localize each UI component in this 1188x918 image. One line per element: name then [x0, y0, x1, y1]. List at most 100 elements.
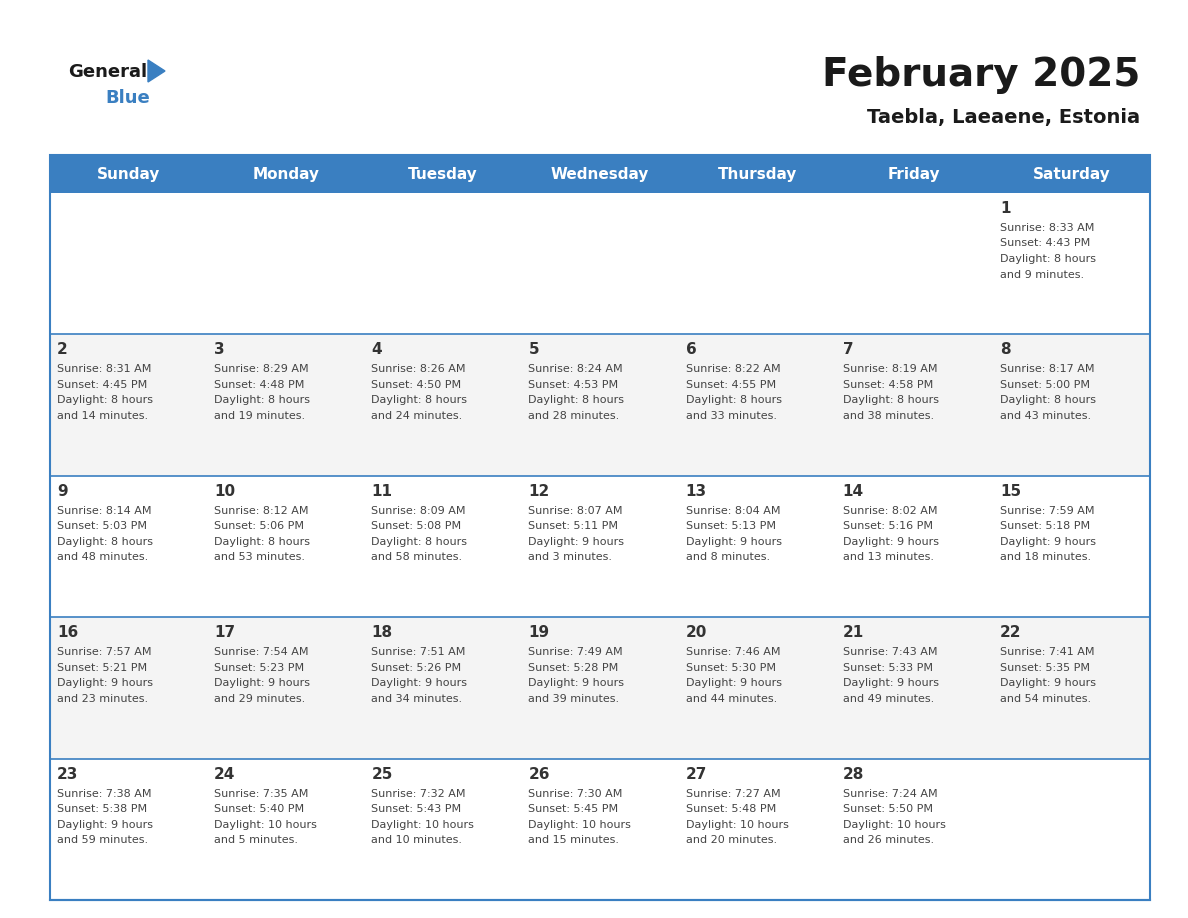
Text: Sunrise: 7:51 AM: Sunrise: 7:51 AM [372, 647, 466, 657]
Bar [50, 155, 207, 193]
Text: Sunrise: 8:22 AM: Sunrise: 8:22 AM [685, 364, 781, 375]
Text: and 13 minutes.: and 13 minutes. [842, 553, 934, 563]
Polygon shape [148, 60, 165, 82]
Text: Daylight: 9 hours: Daylight: 9 hours [1000, 678, 1095, 688]
Text: Blue: Blue [105, 89, 150, 107]
Text: Sunset: 5:16 PM: Sunset: 5:16 PM [842, 521, 933, 532]
Text: Sunrise: 7:49 AM: Sunrise: 7:49 AM [529, 647, 623, 657]
Text: Sunrise: 8:24 AM: Sunrise: 8:24 AM [529, 364, 623, 375]
Bar [207, 155, 365, 193]
Text: Sunset: 5:03 PM: Sunset: 5:03 PM [57, 521, 147, 532]
Text: Sunrise: 7:43 AM: Sunrise: 7:43 AM [842, 647, 937, 657]
Text: Sunrise: 8:33 AM: Sunrise: 8:33 AM [1000, 223, 1094, 233]
Text: Sunrise: 7:41 AM: Sunrise: 7:41 AM [1000, 647, 1094, 657]
Text: Daylight: 10 hours: Daylight: 10 hours [685, 820, 789, 830]
Text: Wednesday: Wednesday [551, 166, 649, 182]
Text: Sunrise: 8:31 AM: Sunrise: 8:31 AM [57, 364, 151, 375]
Text: 10: 10 [214, 484, 235, 498]
Text: 28: 28 [842, 767, 864, 781]
Text: Sunset: 5:30 PM: Sunset: 5:30 PM [685, 663, 776, 673]
Text: 1: 1 [1000, 201, 1010, 216]
Text: Taebla, Laeaene, Estonia: Taebla, Laeaene, Estonia [867, 108, 1140, 128]
Bar [50, 193, 1150, 334]
Bar [522, 155, 678, 193]
Text: 24: 24 [214, 767, 235, 781]
Text: Tuesday: Tuesday [407, 166, 478, 182]
Text: 16: 16 [57, 625, 78, 640]
Text: and 3 minutes.: and 3 minutes. [529, 553, 613, 563]
Text: Daylight: 10 hours: Daylight: 10 hours [842, 820, 946, 830]
Text: Sunset: 4:53 PM: Sunset: 4:53 PM [529, 380, 619, 390]
Text: Sunrise: 7:59 AM: Sunrise: 7:59 AM [1000, 506, 1094, 516]
Bar [50, 476, 1150, 617]
Text: Sunset: 5:23 PM: Sunset: 5:23 PM [214, 663, 304, 673]
Bar [50, 758, 1150, 900]
Text: Sunrise: 7:30 AM: Sunrise: 7:30 AM [529, 789, 623, 799]
Text: Sunset: 4:58 PM: Sunset: 4:58 PM [842, 380, 933, 390]
Text: and 26 minutes.: and 26 minutes. [842, 835, 934, 845]
Text: 7: 7 [842, 342, 853, 357]
Text: 25: 25 [372, 767, 393, 781]
Text: 19: 19 [529, 625, 550, 640]
Text: Sunrise: 7:38 AM: Sunrise: 7:38 AM [57, 789, 152, 799]
Text: Sunrise: 7:54 AM: Sunrise: 7:54 AM [214, 647, 309, 657]
Text: Daylight: 8 hours: Daylight: 8 hours [372, 537, 467, 547]
Bar [50, 617, 1150, 758]
Text: Daylight: 10 hours: Daylight: 10 hours [529, 820, 631, 830]
Text: and 29 minutes.: and 29 minutes. [214, 694, 305, 704]
Text: 17: 17 [214, 625, 235, 640]
Text: Sunset: 5:18 PM: Sunset: 5:18 PM [1000, 521, 1089, 532]
Text: and 44 minutes.: and 44 minutes. [685, 694, 777, 704]
Text: Daylight: 10 hours: Daylight: 10 hours [214, 820, 317, 830]
Text: 22: 22 [1000, 625, 1022, 640]
Text: 26: 26 [529, 767, 550, 781]
Text: 4: 4 [372, 342, 381, 357]
Text: Sunset: 5:48 PM: Sunset: 5:48 PM [685, 804, 776, 814]
Text: Daylight: 8 hours: Daylight: 8 hours [57, 537, 153, 547]
Text: Daylight: 9 hours: Daylight: 9 hours [685, 537, 782, 547]
Bar [50, 334, 1150, 476]
Text: and 8 minutes.: and 8 minutes. [685, 553, 770, 563]
Text: and 38 minutes.: and 38 minutes. [842, 411, 934, 420]
Text: 11: 11 [372, 484, 392, 498]
Text: Sunset: 5:40 PM: Sunset: 5:40 PM [214, 804, 304, 814]
Text: 18: 18 [372, 625, 392, 640]
Text: Daylight: 8 hours: Daylight: 8 hours [685, 396, 782, 406]
Text: Daylight: 9 hours: Daylight: 9 hours [372, 678, 467, 688]
Text: Sunrise: 8:17 AM: Sunrise: 8:17 AM [1000, 364, 1094, 375]
Text: Sunrise: 7:46 AM: Sunrise: 7:46 AM [685, 647, 781, 657]
Text: Daylight: 8 hours: Daylight: 8 hours [214, 396, 310, 406]
Text: Sunset: 4:50 PM: Sunset: 4:50 PM [372, 380, 461, 390]
Text: and 58 minutes.: and 58 minutes. [372, 553, 462, 563]
Text: Sunset: 5:08 PM: Sunset: 5:08 PM [372, 521, 461, 532]
Text: Sunday: Sunday [97, 166, 160, 182]
Text: Sunrise: 8:26 AM: Sunrise: 8:26 AM [372, 364, 466, 375]
Text: and 28 minutes.: and 28 minutes. [529, 411, 620, 420]
Text: 8: 8 [1000, 342, 1011, 357]
Bar [993, 155, 1150, 193]
Text: Sunrise: 8:07 AM: Sunrise: 8:07 AM [529, 506, 623, 516]
Text: Daylight: 9 hours: Daylight: 9 hours [529, 537, 625, 547]
Text: Sunset: 5:35 PM: Sunset: 5:35 PM [1000, 663, 1089, 673]
Text: and 5 minutes.: and 5 minutes. [214, 835, 298, 845]
Text: Daylight: 8 hours: Daylight: 8 hours [842, 396, 939, 406]
Text: and 49 minutes.: and 49 minutes. [842, 694, 934, 704]
Text: Daylight: 10 hours: Daylight: 10 hours [372, 820, 474, 830]
Text: Daylight: 9 hours: Daylight: 9 hours [842, 678, 939, 688]
Text: Sunset: 5:28 PM: Sunset: 5:28 PM [529, 663, 619, 673]
Text: 5: 5 [529, 342, 539, 357]
Text: Sunset: 5:50 PM: Sunset: 5:50 PM [842, 804, 933, 814]
Text: 20: 20 [685, 625, 707, 640]
Text: Sunrise: 7:32 AM: Sunrise: 7:32 AM [372, 789, 466, 799]
Text: and 54 minutes.: and 54 minutes. [1000, 694, 1091, 704]
Text: Sunset: 4:48 PM: Sunset: 4:48 PM [214, 380, 304, 390]
Text: and 18 minutes.: and 18 minutes. [1000, 553, 1091, 563]
Text: and 9 minutes.: and 9 minutes. [1000, 270, 1083, 279]
Text: Sunrise: 7:27 AM: Sunrise: 7:27 AM [685, 789, 781, 799]
Text: Daylight: 9 hours: Daylight: 9 hours [57, 678, 153, 688]
Text: and 39 minutes.: and 39 minutes. [529, 694, 620, 704]
Text: Sunrise: 8:09 AM: Sunrise: 8:09 AM [372, 506, 466, 516]
Text: Sunrise: 7:35 AM: Sunrise: 7:35 AM [214, 789, 309, 799]
Text: Sunset: 5:33 PM: Sunset: 5:33 PM [842, 663, 933, 673]
Text: Sunset: 5:06 PM: Sunset: 5:06 PM [214, 521, 304, 532]
